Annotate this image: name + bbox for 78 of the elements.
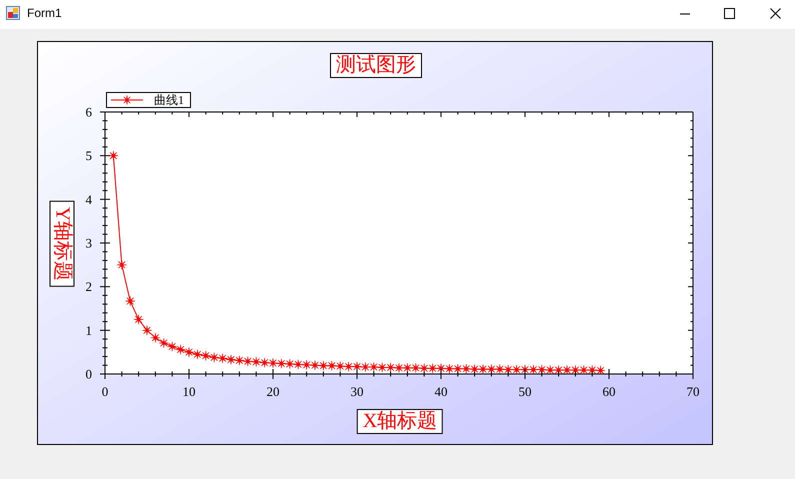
point: [360, 362, 370, 372]
point: [478, 364, 488, 374]
point: [192, 350, 202, 360]
point: [419, 364, 429, 374]
x-tick-label: 60: [602, 384, 616, 399]
point: [167, 342, 177, 352]
point: [453, 364, 463, 374]
x-tick-label: 70: [686, 384, 700, 399]
y-tick-label: 2: [86, 279, 92, 294]
point: [587, 365, 597, 374]
point: [201, 350, 211, 360]
point: [117, 260, 127, 270]
x-tick-label: 40: [434, 384, 448, 399]
point: [268, 358, 278, 368]
x-tick-label: 10: [182, 384, 196, 399]
x-tick-label: 0: [102, 384, 108, 399]
text: Form1: [27, 6, 62, 21]
point: [352, 362, 362, 372]
point: [226, 354, 236, 364]
x-tick-label: 30: [350, 384, 364, 399]
point: [108, 150, 118, 160]
point: [537, 364, 547, 374]
point: [596, 366, 606, 374]
point: [209, 352, 219, 362]
point: [402, 363, 412, 373]
point: [344, 362, 354, 372]
point: [570, 365, 580, 374]
point: [512, 364, 522, 374]
y-tick-label: 0: [86, 366, 92, 382]
y-tick-label: 5: [86, 148, 92, 164]
point: [545, 365, 555, 374]
point: [142, 326, 152, 336]
point: [503, 364, 513, 374]
point: [276, 358, 286, 368]
point: [243, 356, 253, 366]
point: [184, 347, 194, 357]
point: [310, 360, 320, 370]
point: [470, 364, 480, 374]
point: [461, 364, 471, 374]
point: [394, 363, 404, 373]
point: [436, 364, 446, 374]
point: [486, 364, 496, 374]
chart-title: 测试图形: [330, 53, 422, 78]
point: [327, 360, 337, 370]
point: [411, 363, 421, 373]
point: [260, 358, 270, 368]
point: [318, 360, 328, 370]
point: [579, 365, 589, 374]
x-tick-label: 50: [518, 384, 532, 399]
y-tick-label: 4: [86, 192, 92, 207]
point: [285, 359, 295, 369]
point: [377, 362, 387, 372]
point: [251, 356, 261, 367]
point: [176, 344, 186, 354]
y-tick-label: 3: [86, 236, 92, 251]
point: [495, 364, 505, 374]
point: [234, 356, 244, 366]
point: [134, 314, 144, 324]
point: [369, 362, 379, 372]
y-tick-label: 1: [86, 322, 92, 338]
point: [386, 362, 396, 372]
point: [528, 364, 538, 374]
y-axis-title: Y轴标题: [50, 200, 74, 288]
x-axis-title: X轴标题: [356, 409, 444, 434]
point: [150, 332, 160, 343]
point: [554, 365, 564, 374]
point: [302, 360, 312, 370]
point: [335, 361, 345, 371]
legend-label: 曲线1: [154, 93, 184, 107]
point: [428, 364, 438, 374]
point: [125, 296, 135, 306]
y-tick-label: 6: [86, 104, 92, 120]
point: [218, 353, 228, 364]
point: [444, 364, 454, 374]
point: [293, 360, 303, 370]
point: [159, 338, 169, 348]
point: [562, 365, 572, 374]
x-tick-label: 20: [266, 384, 280, 399]
